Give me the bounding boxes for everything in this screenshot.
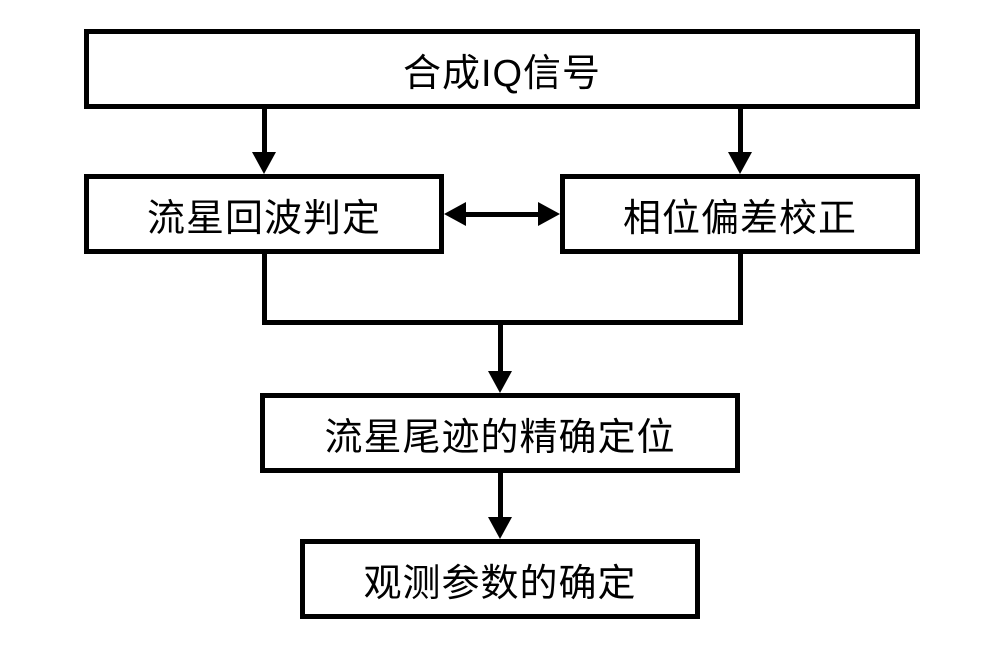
arrow-line bbox=[498, 322, 503, 371]
arrow-line bbox=[262, 254, 267, 322]
arrow-head-down bbox=[488, 517, 512, 539]
arrow-line bbox=[466, 212, 538, 217]
arrow-head-down bbox=[488, 371, 512, 393]
node-label: 相位偏差校正 bbox=[623, 187, 857, 242]
arrow-head-down bbox=[252, 152, 276, 174]
node-meteor-echo-judge: 流星回波判定 bbox=[84, 174, 444, 254]
arrow-head-down bbox=[728, 152, 752, 174]
node-label: 合成IQ信号 bbox=[403, 42, 601, 97]
arrow-line bbox=[738, 254, 743, 322]
node-label: 观测参数的确定 bbox=[363, 552, 636, 607]
flowchart-canvas: { "style": { "background_color": "#fffff… bbox=[0, 0, 1000, 661]
arrow-line bbox=[262, 109, 267, 152]
node-synthesize-iq: 合成IQ信号 bbox=[84, 29, 920, 109]
arrow-head-right bbox=[538, 202, 560, 226]
node-observation-params: 观测参数的确定 bbox=[300, 539, 700, 619]
arrow-line bbox=[738, 109, 743, 152]
node-trail-localization: 流星尾迹的精确定位 bbox=[260, 393, 740, 473]
arrow-head-left bbox=[444, 202, 466, 226]
node-phase-correction: 相位偏差校正 bbox=[560, 174, 920, 254]
arrow-line bbox=[498, 473, 503, 517]
node-label: 流星尾迹的精确定位 bbox=[324, 406, 675, 461]
node-label: 流星回波判定 bbox=[147, 187, 381, 242]
